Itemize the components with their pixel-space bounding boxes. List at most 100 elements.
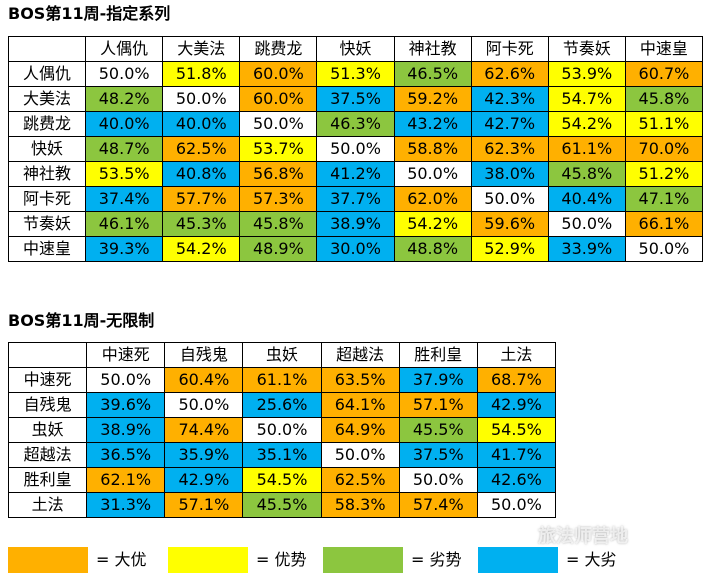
winrate-cell: 48.7% xyxy=(85,136,164,162)
winrate-cell: 42.9% xyxy=(476,392,557,418)
header-row: 中速死 自残鬼 虫妖 超越法 胜利皇 土法 xyxy=(7,342,557,368)
winrate-cell: 70.0% xyxy=(624,136,704,162)
winrate-cell: 40.0% xyxy=(85,111,164,137)
winrate-cell: 45.5% xyxy=(398,417,478,443)
winrate-cell: 42.3% xyxy=(470,86,549,112)
winrate-cell: 37.9% xyxy=(398,367,478,393)
winrate-cell: 54.7% xyxy=(547,86,626,112)
column-header: 胜利皇 xyxy=(398,342,478,368)
table-row: 节奏妖 46.1% 45.3% 45.8% 38.9% 54.2% 59.6% 50.0% 66… xyxy=(7,211,704,237)
winrate-cell: 39.3% xyxy=(85,236,164,262)
winrate-cell: 45.3% xyxy=(162,211,241,237)
winrate-cell: 62.1% xyxy=(86,467,166,493)
winrate-cell: 50.0% xyxy=(393,161,472,187)
column-header: 超越法 xyxy=(320,342,400,368)
matchup-table-designated-format: 人偶仇 大美法 跳费龙 快妖 神社教 阿卡死 节奏妖 中速皇 人偶仇 50.0% 51.8% 60.0… xyxy=(7,36,704,262)
table-row: 大美法 48.2% 50.0% 60.0% 37.5% 59.2% 42.3% 54.7% 45… xyxy=(7,86,704,112)
table-title-unlimited-format: BOS第11周-无限制 xyxy=(8,311,155,330)
winrate-cell: 50.0% xyxy=(470,186,549,212)
column-header: 自残鬼 xyxy=(164,342,244,368)
winrate-cell: 60.0% xyxy=(239,86,318,112)
legend-label: = 大劣 xyxy=(566,550,617,569)
winrate-cell: 62.5% xyxy=(320,467,400,493)
winrate-cell: 51.2% xyxy=(624,161,704,187)
column-header: 虫妖 xyxy=(242,342,322,368)
column-header: 中速死 xyxy=(86,342,166,368)
row-header: 自残鬼 xyxy=(7,392,88,418)
row-header: 胜利皇 xyxy=(7,467,88,493)
winrate-cell: 40.8% xyxy=(162,161,241,187)
winrate-cell: 58.3% xyxy=(320,492,400,518)
winrate-cell: 41.7% xyxy=(476,442,557,468)
matchup-table-unlimited-format: 中速死 自残鬼 虫妖 超越法 胜利皇 土法 中速死 50.0% 60.4% 61.1% 63.5% 3… xyxy=(7,342,557,518)
legend-label: = 劣势 xyxy=(411,550,462,569)
winrate-cell: 42.6% xyxy=(476,467,557,493)
winrate-cell: 54.5% xyxy=(476,417,557,443)
winrate-cell: 54.2% xyxy=(162,236,241,262)
table-row: 超越法 36.5% 35.9% 35.1% 50.0% 37.5% 41.7% xyxy=(7,442,557,468)
winrate-cell: 66.1% xyxy=(624,211,704,237)
winrate-cell: 41.2% xyxy=(316,161,395,187)
winrate-cell: 59.6% xyxy=(470,211,549,237)
winrate-cell: 35.9% xyxy=(164,442,244,468)
winrate-cell: 50.0% xyxy=(316,136,395,162)
table-row: 神社教 53.5% 40.8% 56.8% 41.2% 50.0% 38.0% 45.8% 51… xyxy=(7,161,704,187)
winrate-cell: 43.2% xyxy=(393,111,472,137)
winrate-cell: 50.0% xyxy=(320,442,400,468)
winrate-cell: 45.5% xyxy=(242,492,322,518)
winrate-cell: 50.0% xyxy=(398,467,478,493)
winrate-cell: 51.1% xyxy=(624,111,704,137)
winrate-cell: 45.8% xyxy=(239,211,318,237)
winrate-cell: 50.0% xyxy=(624,236,704,262)
winrate-cell: 40.0% xyxy=(162,111,241,137)
row-header: 阿卡死 xyxy=(7,186,87,212)
winrate-cell: 54.2% xyxy=(393,211,472,237)
legend-label: = 大优 xyxy=(96,550,147,569)
winrate-cell: 57.1% xyxy=(398,392,478,418)
winrate-cell: 62.3% xyxy=(470,136,549,162)
winrate-cell: 46.3% xyxy=(316,111,395,137)
color-legend: = 大优 = 优势 = 劣势 = 大劣 xyxy=(0,546,717,574)
winrate-cell: 63.5% xyxy=(320,367,400,393)
winrate-cell: 60.4% xyxy=(164,367,244,393)
legend-swatch-blue xyxy=(478,547,558,573)
table-row: 快妖 48.7% 62.5% 53.7% 50.0% 58.8% 62.3% 61.1% 70.… xyxy=(7,136,704,162)
winrate-cell: 57.1% xyxy=(164,492,244,518)
table-row: 自残鬼 39.6% 50.0% 25.6% 64.1% 57.1% 42.9% xyxy=(7,392,557,418)
winrate-cell: 50.0% xyxy=(162,86,241,112)
row-header: 中速死 xyxy=(7,367,88,393)
winrate-cell: 45.8% xyxy=(624,86,704,112)
winrate-cell: 62.0% xyxy=(393,186,472,212)
winrate-cell: 39.6% xyxy=(86,392,166,418)
winrate-cell: 60.7% xyxy=(624,61,704,87)
winrate-cell: 57.7% xyxy=(162,186,241,212)
winrate-cell: 38.9% xyxy=(316,211,395,237)
winrate-cell: 48.8% xyxy=(393,236,472,262)
site-watermark: 旅法师营地 xyxy=(538,526,628,547)
winrate-cell: 53.7% xyxy=(239,136,318,162)
legend-label: = 优势 xyxy=(256,550,307,569)
winrate-cell: 58.8% xyxy=(393,136,472,162)
winrate-cell: 42.9% xyxy=(164,467,244,493)
table-row: 阿卡死 37.4% 57.7% 57.3% 37.7% 62.0% 50.0% 40.4% 47… xyxy=(7,186,704,212)
winrate-cell: 48.2% xyxy=(85,86,164,112)
winrate-cell: 59.2% xyxy=(393,86,472,112)
row-header: 节奏妖 xyxy=(7,211,87,237)
column-header: 中速皇 xyxy=(624,36,704,62)
winrate-cell: 50.0% xyxy=(476,492,557,518)
column-header: 节奏妖 xyxy=(547,36,626,62)
header-row: 人偶仇 大美法 跳费龙 快妖 神社教 阿卡死 节奏妖 中速皇 xyxy=(7,36,704,62)
column-header: 阿卡死 xyxy=(470,36,549,62)
winrate-cell: 36.5% xyxy=(86,442,166,468)
column-header: 神社教 xyxy=(393,36,472,62)
column-header: 土法 xyxy=(476,342,557,368)
winrate-cell: 35.1% xyxy=(242,442,322,468)
winrate-cell: 61.1% xyxy=(547,136,626,162)
winrate-cell: 50.0% xyxy=(86,367,166,393)
row-header: 快妖 xyxy=(7,136,87,162)
row-header: 大美法 xyxy=(7,86,87,112)
winrate-cell: 40.4% xyxy=(547,186,626,212)
winrate-cell: 62.5% xyxy=(162,136,241,162)
row-header: 跳费龙 xyxy=(7,111,87,137)
corner-cell xyxy=(7,342,88,368)
